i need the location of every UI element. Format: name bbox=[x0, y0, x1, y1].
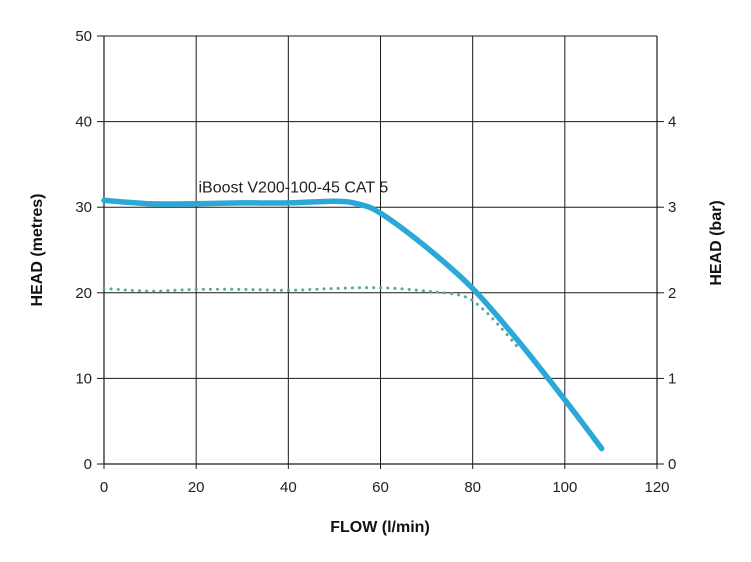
series-lines bbox=[101, 197, 605, 452]
y-tick-label: 30 bbox=[75, 199, 92, 216]
x-tick-label: 80 bbox=[464, 479, 481, 496]
x-tick-labels: 0 20 40 60 80 100 120 bbox=[100, 464, 670, 496]
y-tick-label: 20 bbox=[75, 285, 92, 302]
y2-tick-label: 2 bbox=[668, 285, 676, 302]
y-axis-title-left: HEAD (metres) bbox=[29, 194, 46, 307]
y-axis-title-right: HEAD (bar) bbox=[708, 200, 725, 285]
x-tick-label: 120 bbox=[644, 479, 669, 496]
annotations: iBoost V200-100-45 CAT 5 bbox=[198, 180, 388, 197]
x-tick-label: 40 bbox=[280, 479, 297, 496]
y2-tick-label: 0 bbox=[668, 456, 676, 473]
x-tick-label: 20 bbox=[188, 479, 205, 496]
grid-lines bbox=[103, 35, 658, 465]
x-tick-label: 0 bbox=[100, 479, 108, 496]
x-axis-title: FLOW (l/min) bbox=[330, 519, 430, 536]
y-tick-label: 40 bbox=[75, 114, 92, 131]
y2-tick-label: 3 bbox=[668, 199, 676, 216]
x-tick-label: 100 bbox=[552, 479, 577, 496]
y-left-tick-labels: 0 10 20 30 40 50 bbox=[75, 28, 104, 473]
dotted-head-curve bbox=[102, 286, 521, 350]
y-right-tick-labels: 0 1 2 3 4 bbox=[657, 114, 676, 473]
solid-head-curve bbox=[101, 197, 605, 452]
y-tick-label: 10 bbox=[75, 370, 92, 387]
y-tick-label: 50 bbox=[75, 28, 92, 45]
y2-tick-label: 4 bbox=[668, 114, 676, 131]
curve-label: iBoost V200-100-45 CAT 5 bbox=[198, 180, 388, 197]
x-tick-label: 60 bbox=[372, 479, 389, 496]
y-tick-label: 0 bbox=[84, 456, 92, 473]
y2-tick-label: 1 bbox=[668, 370, 676, 387]
